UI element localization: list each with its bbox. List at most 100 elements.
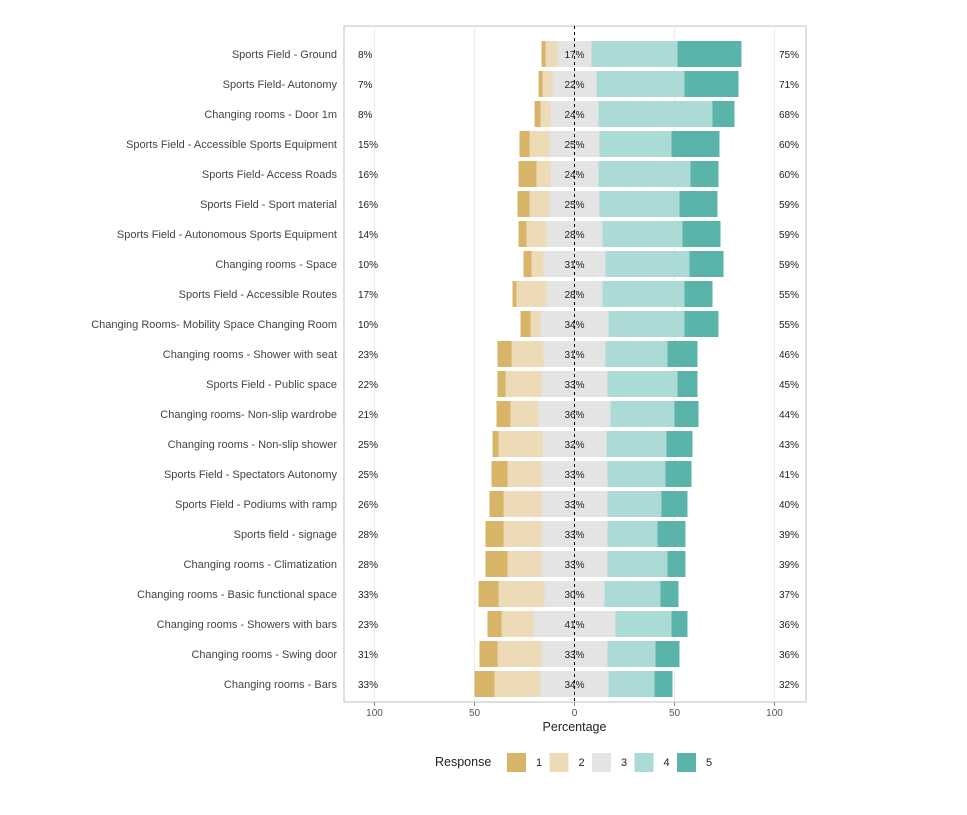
bar-segment-response-5 xyxy=(684,71,739,97)
legend-swatch-2 xyxy=(549,753,569,772)
legend-label: 2 xyxy=(579,757,585,769)
high-percent-label: 60% xyxy=(779,170,799,181)
high-percent-label: 36% xyxy=(779,620,799,631)
bar-segment-response-4 xyxy=(602,221,683,247)
high-percent-label: 75% xyxy=(779,50,799,61)
legend-label: 4 xyxy=(664,757,670,769)
low-percent-label: 8% xyxy=(358,50,373,61)
low-percent-label: 33% xyxy=(358,680,378,691)
bar-segment-response-4 xyxy=(604,581,661,607)
bar-segment-response-5 xyxy=(684,281,713,307)
bar-segment-response-2 xyxy=(516,281,547,307)
neutral-percent-label: 33% xyxy=(564,530,584,541)
bar-segment-response-1 xyxy=(478,581,499,607)
neutral-percent-label: 31% xyxy=(564,350,584,361)
neutral-percent-label: 36% xyxy=(564,410,584,421)
high-percent-label: 60% xyxy=(779,140,799,151)
neutral-percent-label: 41% xyxy=(564,620,584,631)
low-percent-label: 15% xyxy=(358,140,378,151)
bar-segment-response-2 xyxy=(507,551,542,577)
category-label: Changing rooms - Door 1m xyxy=(204,109,337,121)
category-label: Sports Field - Spectators Autonomy xyxy=(164,469,338,481)
bar-segment-response-5 xyxy=(671,131,720,157)
x-tick-label: 100 xyxy=(366,708,383,719)
bar-segment-response-2 xyxy=(536,161,551,187)
bar-segment-response-2 xyxy=(505,371,542,397)
bar-segment-response-2 xyxy=(494,671,541,697)
high-percent-label: 71% xyxy=(779,80,799,91)
category-label: Sports field - signage xyxy=(234,529,337,541)
low-percent-label: 25% xyxy=(358,440,378,451)
bar-segment-response-4 xyxy=(607,371,678,397)
bar-segment-response-4 xyxy=(602,281,685,307)
bar-segment-response-2 xyxy=(503,521,542,547)
low-percent-label: 28% xyxy=(358,530,378,541)
bar-segment-response-1 xyxy=(474,671,495,697)
bar-segment-response-1 xyxy=(496,401,511,427)
bar-segment-response-4 xyxy=(591,41,678,67)
category-label: Changing rooms - Swing door xyxy=(191,649,337,661)
bar-segment-response-1 xyxy=(519,131,530,157)
neutral-percent-label: 34% xyxy=(564,320,584,331)
bar-segment-response-1 xyxy=(523,251,532,277)
high-percent-label: 68% xyxy=(779,110,799,121)
legend-title: Response xyxy=(435,755,491,769)
bar-segment-response-2 xyxy=(501,611,534,637)
bar-segment-response-1 xyxy=(491,461,508,487)
bar-segment-response-2 xyxy=(542,71,553,97)
legend-label: 1 xyxy=(536,757,542,769)
bar-segment-response-2 xyxy=(498,431,543,457)
category-label: Sports Field - Autonomous Sports Equipme… xyxy=(117,229,337,241)
bar-segment-response-5 xyxy=(665,461,692,487)
low-percent-label: 7% xyxy=(358,80,373,91)
bar-segment-response-4 xyxy=(607,641,656,667)
bar-segment-response-5 xyxy=(689,251,724,277)
category-label: Changing rooms - Climatization xyxy=(184,559,337,571)
low-percent-label: 28% xyxy=(358,560,378,571)
bar-segment-response-4 xyxy=(606,431,667,457)
neutral-percent-label: 25% xyxy=(564,200,584,211)
category-label: Changing rooms - Showers with bars xyxy=(157,619,338,631)
low-percent-label: 16% xyxy=(358,170,378,181)
bar-segment-response-5 xyxy=(667,341,698,367)
low-percent-label: 10% xyxy=(358,260,378,271)
category-label: Sports Field- Autonomy xyxy=(223,79,338,91)
bar-segment-response-4 xyxy=(605,251,690,277)
bar-segment-response-5 xyxy=(684,311,719,337)
neutral-percent-label: 33% xyxy=(564,500,584,511)
neutral-percent-label: 24% xyxy=(564,170,584,181)
x-tick-label: 50 xyxy=(469,708,481,719)
neutral-percent-label: 28% xyxy=(564,290,584,301)
bar-segment-response-2 xyxy=(531,251,544,277)
low-percent-label: 25% xyxy=(358,470,378,481)
neutral-percent-label: 33% xyxy=(564,470,584,481)
bar-segment-response-1 xyxy=(541,41,546,67)
category-label: Sports Field - Accessible Sports Equipme… xyxy=(126,139,337,151)
bar-segment-response-5 xyxy=(677,41,742,67)
bar-segment-response-1 xyxy=(492,431,499,457)
low-percent-label: 21% xyxy=(358,410,378,421)
bar-segment-response-5 xyxy=(661,491,688,517)
bar-segment-response-4 xyxy=(596,71,685,97)
neutral-percent-label: 34% xyxy=(564,680,584,691)
neutral-percent-label: 17% xyxy=(564,50,584,61)
neutral-percent-label: 32% xyxy=(564,440,584,451)
bar-segment-response-1 xyxy=(538,71,543,97)
category-label: Changing rooms - Bars xyxy=(224,679,338,691)
high-percent-label: 46% xyxy=(779,350,799,361)
bar-segment-response-5 xyxy=(671,611,688,637)
bar-segment-response-2 xyxy=(497,641,542,667)
high-percent-label: 36% xyxy=(779,650,799,661)
low-percent-label: 26% xyxy=(358,500,378,511)
neutral-percent-label: 33% xyxy=(564,650,584,661)
bar-segment-response-4 xyxy=(598,161,691,187)
labels-group: Sports Field - Ground 8% 17% 75% Sports Fiel… xyxy=(91,26,799,702)
low-percent-label: 23% xyxy=(358,620,378,631)
category-label: Sports Field - Sport material xyxy=(200,199,337,211)
bar-segment-response-4 xyxy=(607,491,662,517)
x-tick-label: 0 xyxy=(572,708,578,719)
x-tick-label: 100 xyxy=(766,708,783,719)
high-percent-label: 45% xyxy=(779,380,799,391)
low-percent-label: 22% xyxy=(358,380,378,391)
category-label: Sports Field - Podiums with ramp xyxy=(175,499,337,511)
